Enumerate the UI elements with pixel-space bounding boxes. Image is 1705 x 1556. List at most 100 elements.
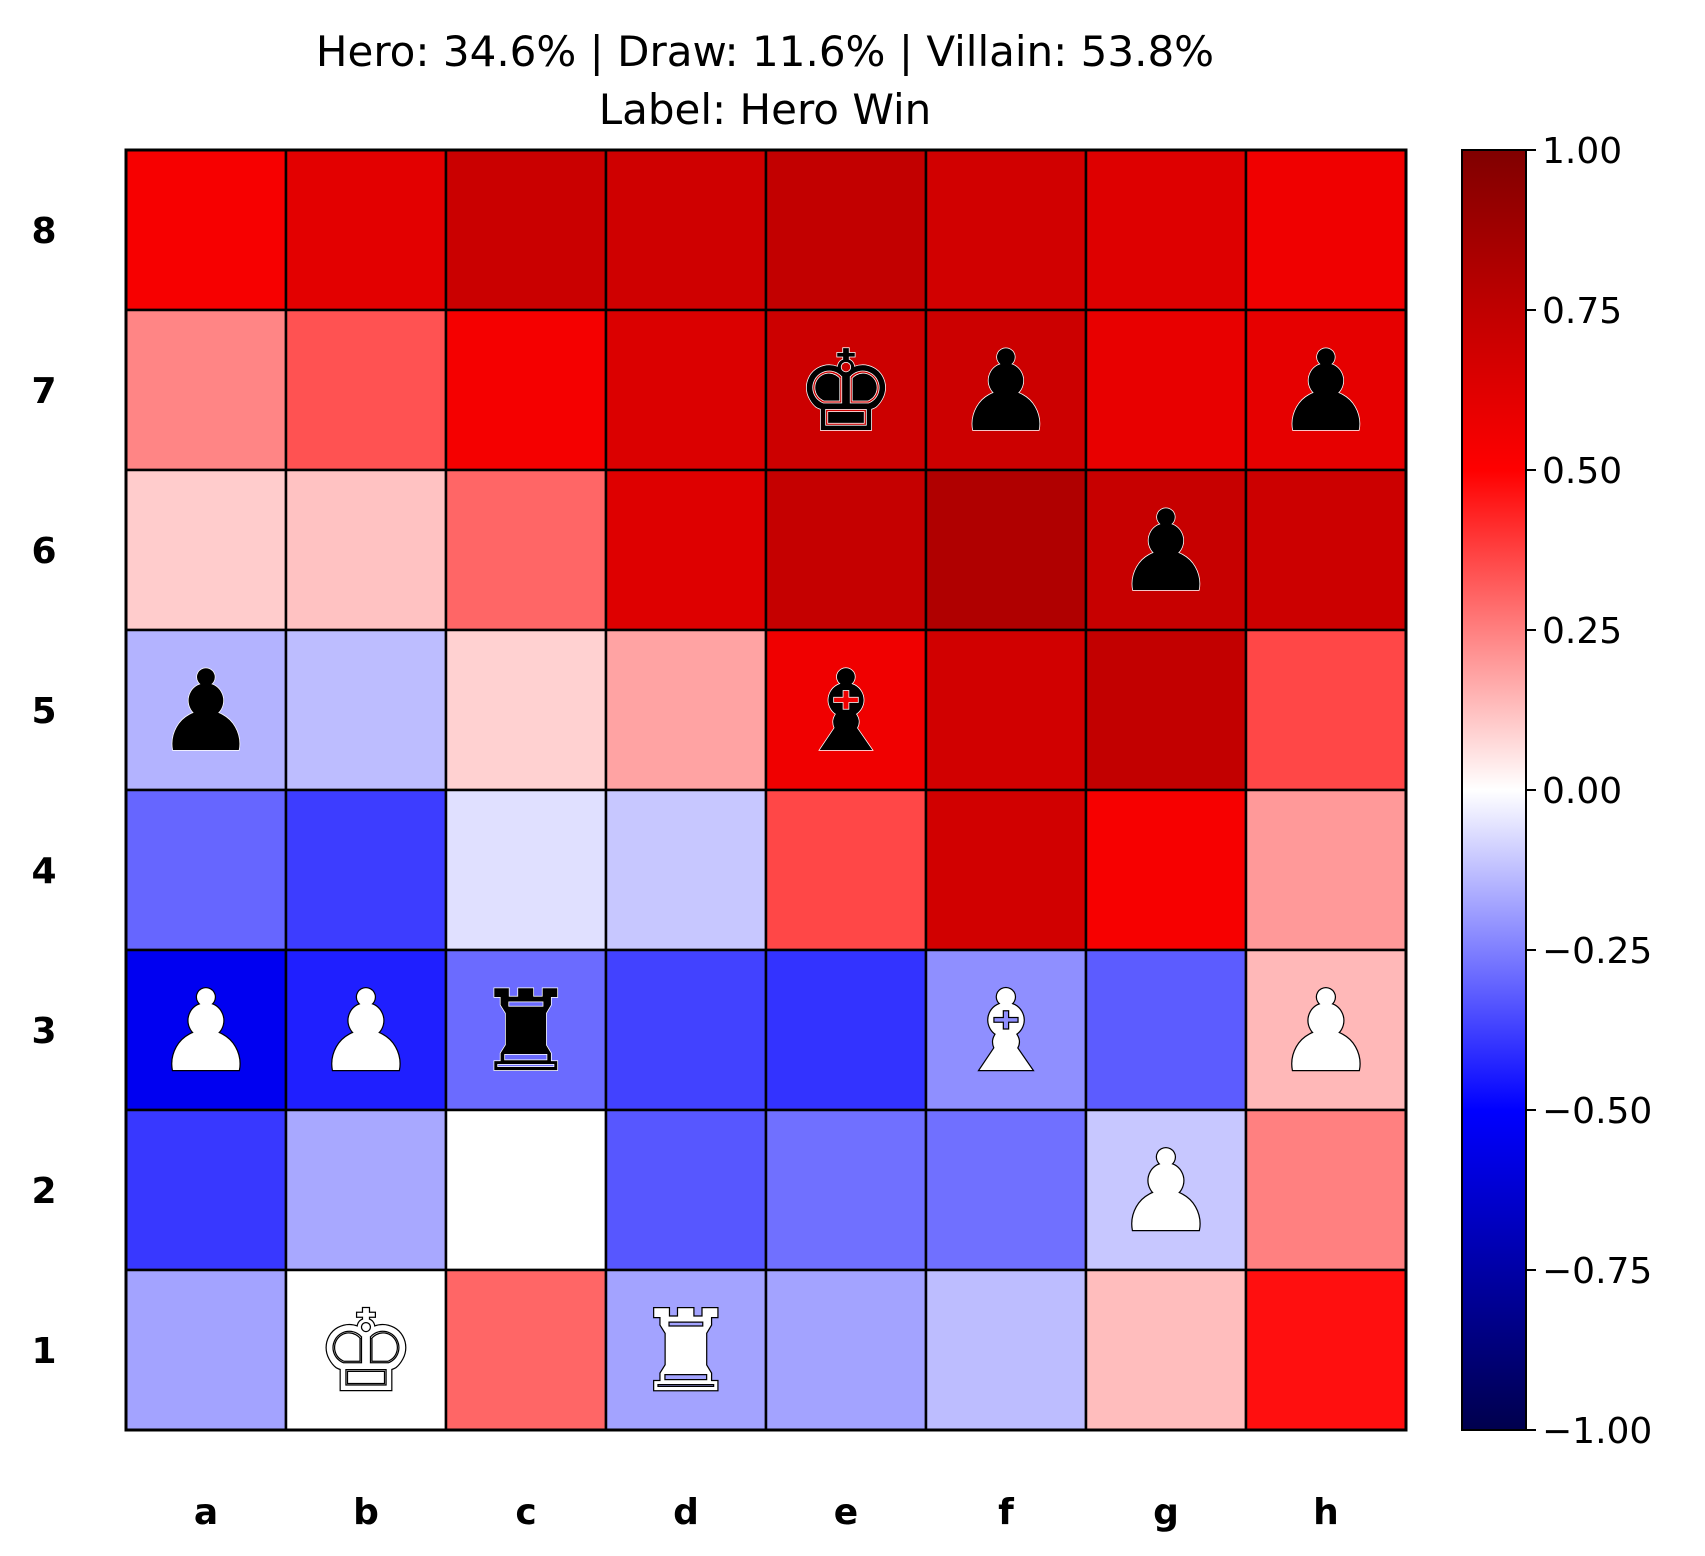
- cell-e6: [764, 468, 928, 632]
- cell-h6: [1244, 468, 1408, 632]
- cell-c4: [444, 788, 608, 952]
- cell-e4: [764, 788, 928, 952]
- colorbar-tick-label: 0.00: [1542, 771, 1622, 812]
- colorbar: [1461, 149, 1527, 1431]
- cell-c1: [444, 1268, 608, 1432]
- colorbar-tick-label: 0.25: [1542, 611, 1622, 652]
- cell-e3: [764, 948, 928, 1112]
- cell-b2: [284, 1108, 448, 1272]
- cell-f3: [924, 948, 1088, 1112]
- cell-e5: [764, 628, 928, 792]
- piece-black-e5: ♝: [796, 647, 896, 777]
- cell-h2: [1244, 1108, 1408, 1272]
- cell-f6: [924, 468, 1088, 632]
- cell-g2: [1084, 1108, 1248, 1272]
- cell-a8: [124, 148, 288, 312]
- cell-g5: [1084, 628, 1248, 792]
- rank-label-8: 8: [31, 211, 56, 252]
- piece-white-f3: ♝: [956, 967, 1056, 1097]
- colorbar-tick-label: −0.75: [1542, 1251, 1652, 1292]
- colorbar-tick-label: 0.75: [1542, 291, 1622, 332]
- piece-black-a5: ♟: [156, 647, 256, 777]
- cell-c7: [444, 308, 608, 472]
- cell-h5: [1244, 628, 1408, 792]
- piece-white-h3: ♟: [1276, 967, 1376, 1097]
- cell-c5: [444, 628, 608, 792]
- cell-c8: [444, 148, 608, 312]
- cell-g3: [1084, 948, 1248, 1112]
- cell-b4: [284, 788, 448, 952]
- cell-f8: [924, 148, 1088, 312]
- cell-a6: [124, 468, 288, 632]
- piece-black-e7: ♚: [796, 327, 896, 457]
- rank-label-1: 1: [31, 1331, 56, 1372]
- cell-h1: [1244, 1268, 1408, 1432]
- cell-a5: [124, 628, 288, 792]
- colorbar-tick-label: 0.50: [1542, 451, 1622, 492]
- piece-white-d1: ♜: [636, 1287, 736, 1417]
- cell-f2: [924, 1108, 1088, 1272]
- piece-black-g6: ♟: [1116, 487, 1216, 617]
- rank-label-4: 4: [31, 851, 56, 892]
- cell-b5: [284, 628, 448, 792]
- cell-e1: [764, 1268, 928, 1432]
- file-label-f: f: [998, 1492, 1014, 1533]
- piece-white-b1: ♚: [316, 1287, 416, 1417]
- cell-d7: [604, 308, 768, 472]
- rank-label-5: 5: [31, 691, 56, 732]
- cell-f5: [924, 628, 1088, 792]
- colorbar-tick-label: −0.50: [1542, 1091, 1652, 1132]
- rank-label-7: 7: [31, 371, 56, 412]
- cell-c3: [444, 948, 608, 1112]
- cell-c2: [444, 1108, 608, 1272]
- piece-white-b3: ♟: [316, 967, 416, 1097]
- file-label-g: g: [1153, 1492, 1179, 1533]
- cell-d8: [604, 148, 768, 312]
- piece-black-h7: ♟: [1276, 327, 1376, 457]
- cell-d5: [604, 628, 768, 792]
- cell-d2: [604, 1108, 768, 1272]
- colorbar-tick-label: 1.00: [1542, 131, 1622, 172]
- rank-label-2: 2: [31, 1171, 56, 1212]
- cell-c6: [444, 468, 608, 632]
- chart-title-line1: Hero: 34.6% | Draw: 11.6% | Villain: 53.…: [316, 27, 1214, 76]
- piece-white-a3: ♟: [156, 967, 256, 1097]
- cell-d3: [604, 948, 768, 1112]
- cell-h4: [1244, 788, 1408, 952]
- cell-g8: [1084, 148, 1248, 312]
- chart-title-line2: Label: Hero Win: [599, 85, 932, 134]
- cell-g4: [1084, 788, 1248, 952]
- colorbar-tick-label: −1.00: [1542, 1411, 1652, 1452]
- rank-label-3: 3: [31, 1011, 56, 1052]
- colorbar-tick-label: −0.25: [1542, 931, 1652, 972]
- file-label-d: d: [673, 1492, 699, 1533]
- piece-white-g2: ♟: [1116, 1127, 1216, 1257]
- rank-labels: 8 7 6 5 4 3 2 1: [31, 211, 56, 1372]
- cell-f1: [924, 1268, 1088, 1432]
- cell-e8: [764, 148, 928, 312]
- cell-b8: [284, 148, 448, 312]
- board-frame: [124, 148, 1408, 1432]
- file-label-c: c: [515, 1492, 536, 1533]
- cell-a2: [124, 1108, 288, 1272]
- cell-f7: [924, 308, 1088, 472]
- cell-e2: [764, 1108, 928, 1272]
- cell-a7: [124, 308, 288, 472]
- file-labels: a b c d e f g h: [194, 1492, 1339, 1533]
- colorbar-ticks: 1.00 0.75 0.50 0.25 0.00 −0.25 −0.50 −0.75 −1.00: [1526, 131, 1652, 1452]
- file-label-a: a: [194, 1492, 218, 1533]
- cell-a1: [124, 1268, 288, 1432]
- cell-g1: [1084, 1268, 1248, 1432]
- cell-b3: [284, 948, 448, 1112]
- cell-a4: [124, 788, 288, 952]
- piece-black-c3: ♜: [476, 967, 576, 1097]
- file-label-h: h: [1313, 1492, 1339, 1533]
- cell-b7: [284, 308, 448, 472]
- cell-h3: [1244, 948, 1408, 1112]
- cell-d4: [604, 788, 768, 952]
- piece-black-f7: ♟: [956, 327, 1056, 457]
- cell-h8: [1244, 148, 1408, 312]
- cell-g7: [1084, 308, 1248, 472]
- cell-g6: [1084, 468, 1248, 632]
